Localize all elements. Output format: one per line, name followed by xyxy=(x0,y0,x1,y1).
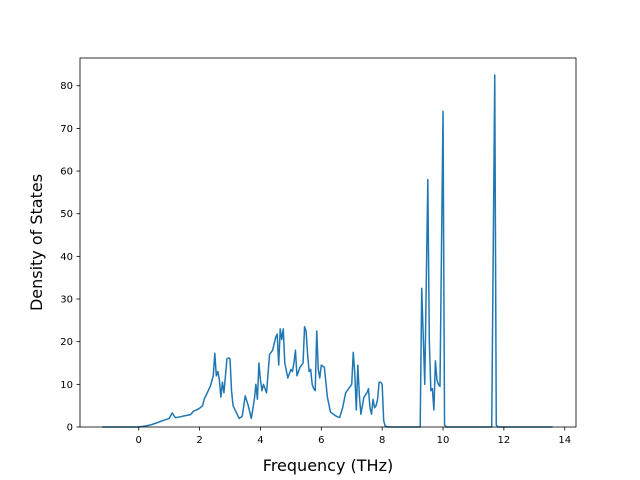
y-tick-label: 40 xyxy=(60,252,73,263)
y-tick-label: 70 xyxy=(60,124,73,135)
x-tick-label: 4 xyxy=(257,435,263,446)
y-tick-label: 60 xyxy=(60,167,73,178)
x-tick-label: 2 xyxy=(196,435,202,446)
y-tick-label: 80 xyxy=(60,81,73,92)
y-tick-label: 0 xyxy=(67,423,73,434)
y-tick-label: 50 xyxy=(60,209,73,220)
x-axis: 0 2 4 6 8 10 12 14 xyxy=(136,427,571,446)
y-axis: 0 10 20 30 40 50 60 70 80 xyxy=(60,81,80,434)
y-tick-label: 30 xyxy=(60,295,73,306)
axes-frame xyxy=(79,57,577,428)
x-axis-label: Frequency (THz) xyxy=(263,456,393,475)
y-tick-label: 20 xyxy=(60,337,73,348)
x-tick-label: 8 xyxy=(379,435,385,446)
y-tick-label: 10 xyxy=(60,380,73,391)
x-tick-label: 14 xyxy=(558,435,571,446)
x-tick-label: 0 xyxy=(136,435,142,446)
x-tick-label: 6 xyxy=(318,435,324,446)
x-tick-label: 12 xyxy=(498,435,511,446)
y-axis-label: Density of States xyxy=(27,174,46,311)
x-tick-label: 10 xyxy=(437,435,450,446)
